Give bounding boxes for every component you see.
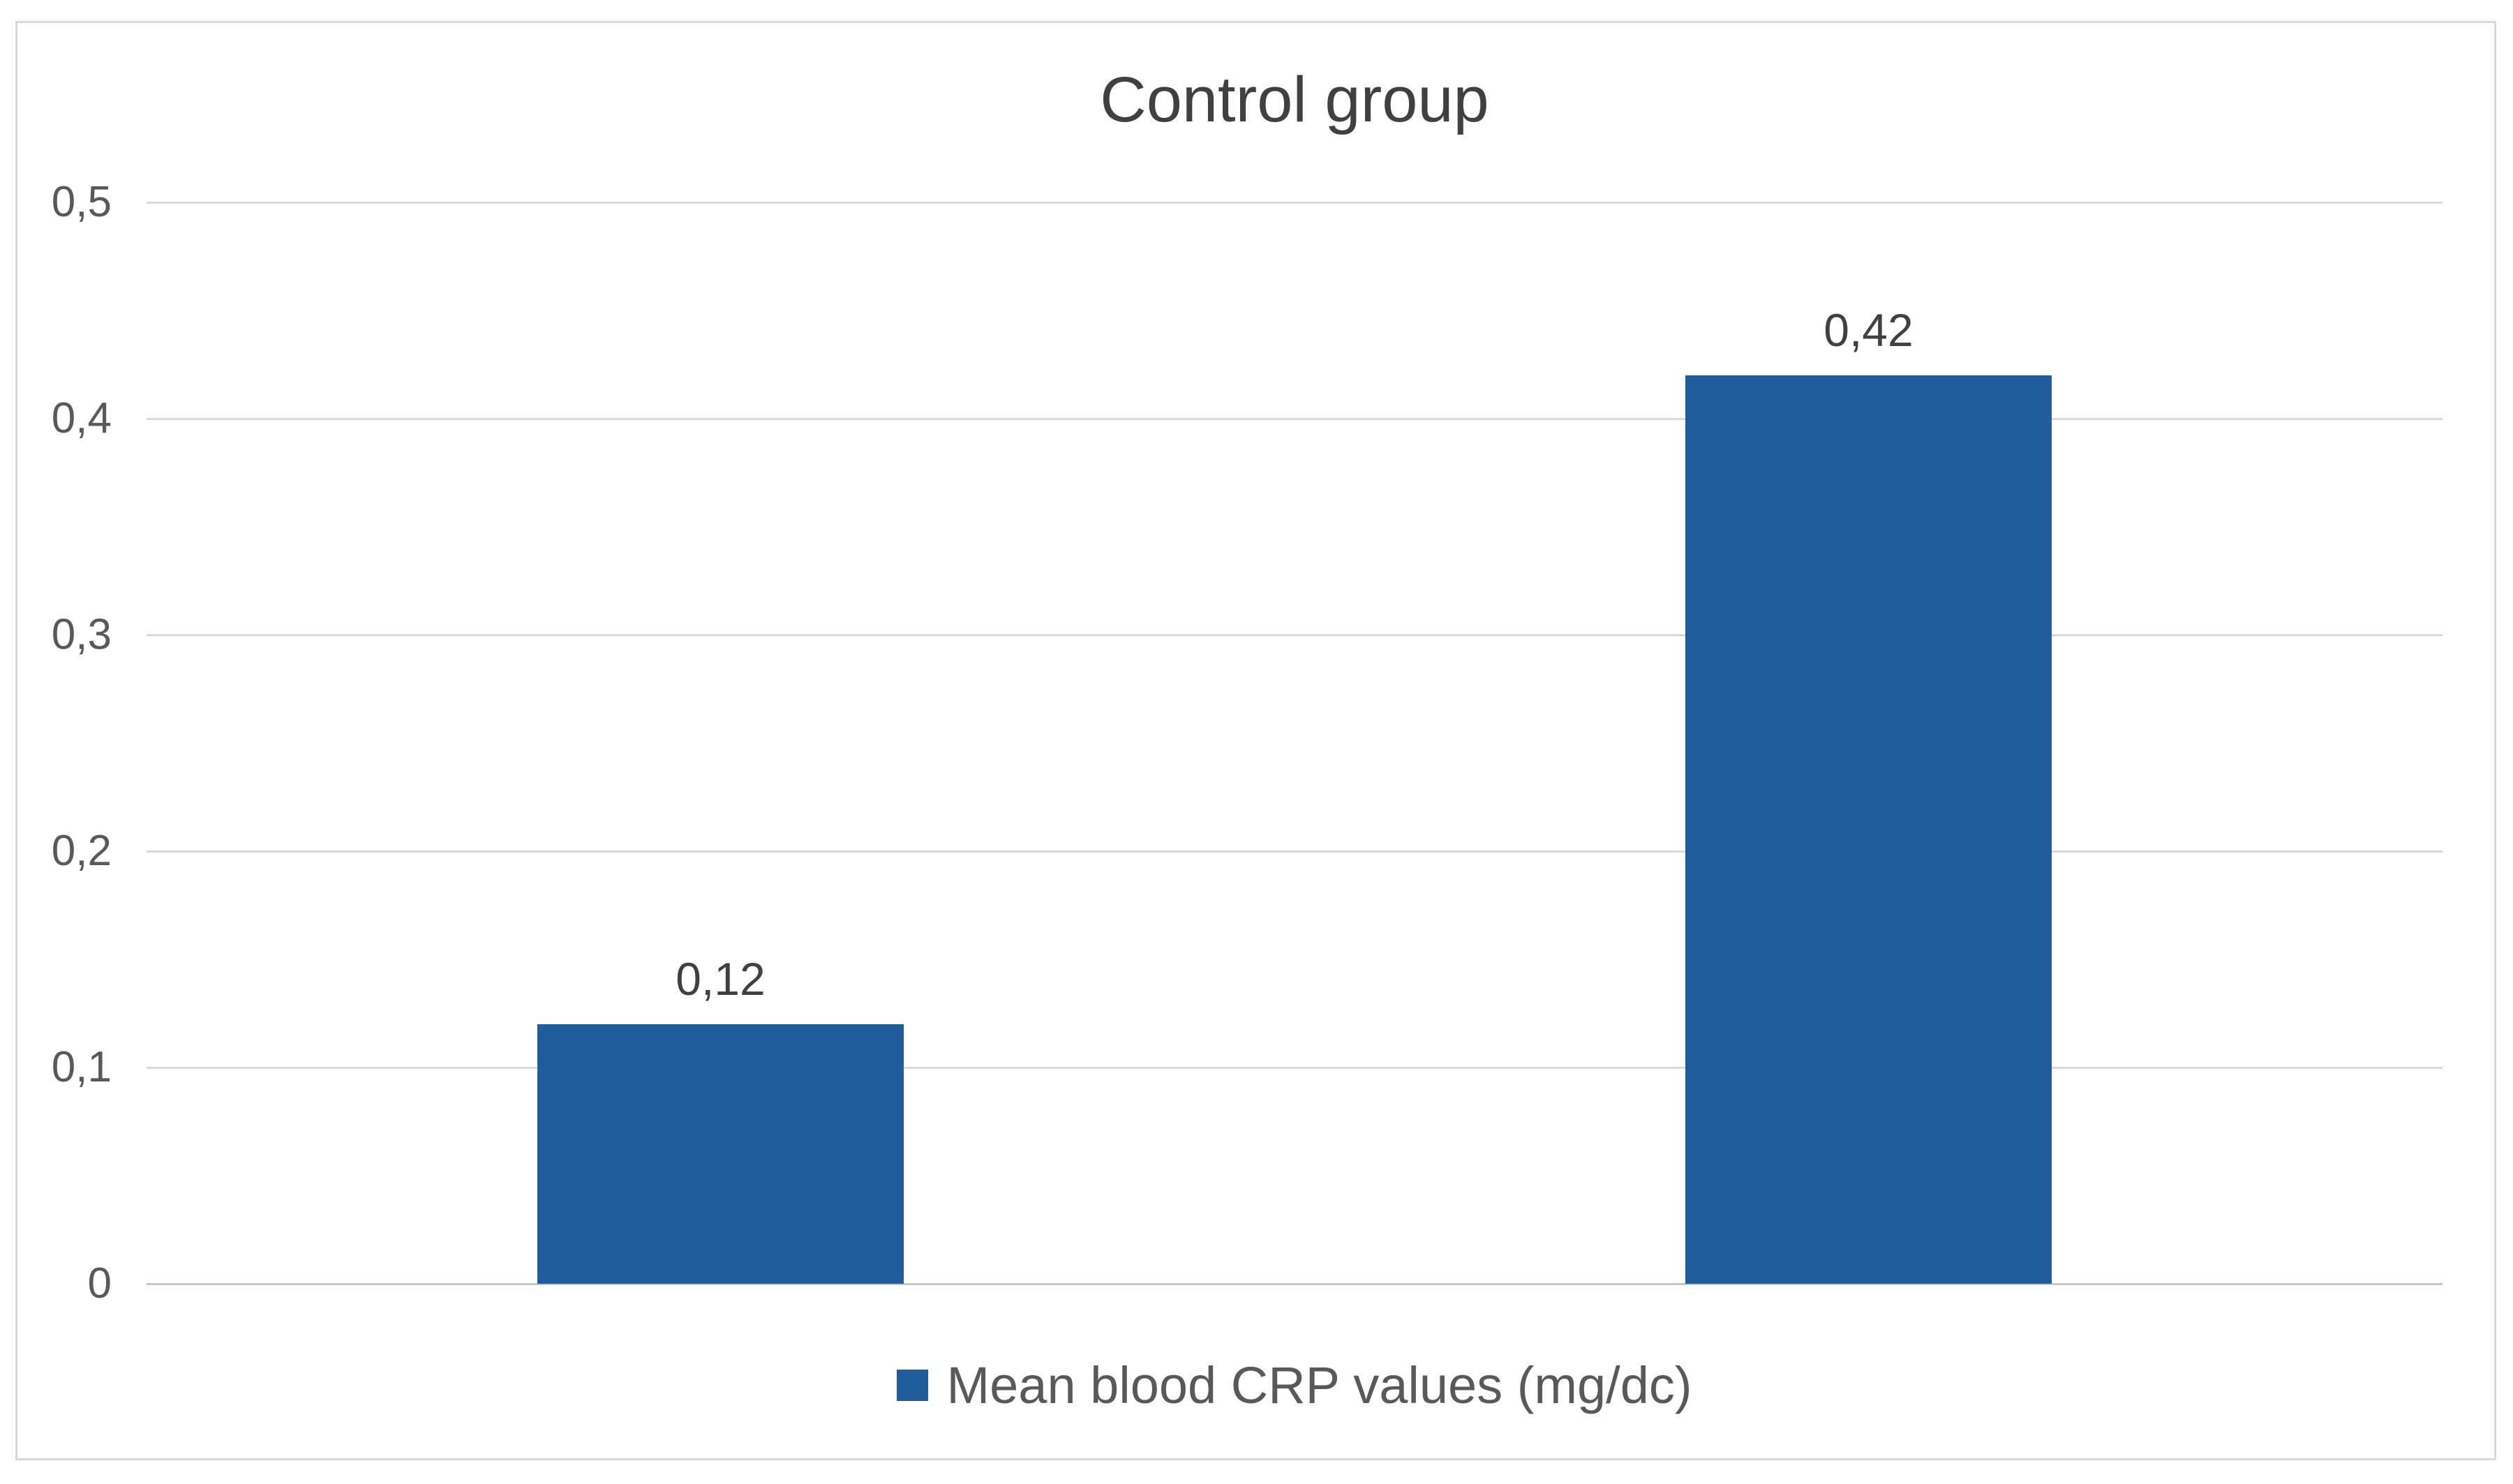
y-tick-label: 0,2 [51,827,112,875]
y-tick-label: 0,3 [51,610,112,659]
chart-frame [15,21,2496,1460]
legend-marker-icon [897,1369,929,1401]
gridline [147,634,2443,636]
y-tick-label: 0 [87,1259,112,1307]
legend: Mean blood CRP values (mg/dc) [147,1347,2443,1423]
gridline [147,202,2443,204]
y-tick-label: 0,4 [51,394,112,442]
bar [537,1024,904,1284]
bar-value-label: 0,12 [676,953,766,1005]
chart-title: Control group [1100,64,1489,135]
bar [1685,375,2052,1284]
x-axis-line [147,1283,2443,1285]
gridline [147,850,2443,853]
bar-value-label: 0,42 [1824,304,1914,356]
legend-series-label: Mean blood CRP values (mg/dc) [946,1356,1692,1414]
y-tick-label: 0,1 [51,1043,112,1091]
gridline [147,418,2443,420]
y-tick-label: 0,5 [51,178,112,226]
gridline [147,1067,2443,1069]
